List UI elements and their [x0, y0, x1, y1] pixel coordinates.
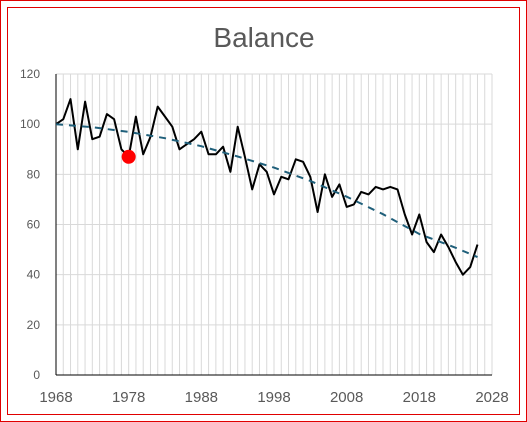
trendline-dashed: [55, 123, 478, 259]
series: [55, 98, 479, 276]
highlight-point: [121, 149, 136, 164]
y-tick-label: 120: [20, 67, 40, 81]
chart-inner-border: [7, 7, 520, 415]
y-tick-label: 80: [27, 167, 41, 181]
x-tick-label: 2018: [403, 389, 436, 406]
y-tick-label: 60: [27, 218, 41, 232]
y-tick-label: 100: [20, 117, 40, 131]
y-tick-label: 40: [27, 268, 41, 282]
x-tick-label: 1968: [39, 389, 72, 406]
x-tick-label: 1998: [257, 389, 290, 406]
x-tick-label: 1978: [112, 389, 145, 406]
x-tick-label: 2008: [330, 389, 363, 406]
x-tick-label: 1988: [185, 389, 218, 406]
tick-labels: 0 20 40 60 80 100 120 1968 1978 1988 1998 2008 2018 2…: [20, 67, 509, 406]
y-tick-label: 20: [27, 318, 41, 332]
gridlines: [56, 73, 493, 375]
x-tick-label: 2028: [475, 389, 508, 406]
chart-title: Balance: [213, 22, 314, 53]
y-tick-label: 0: [33, 368, 40, 382]
